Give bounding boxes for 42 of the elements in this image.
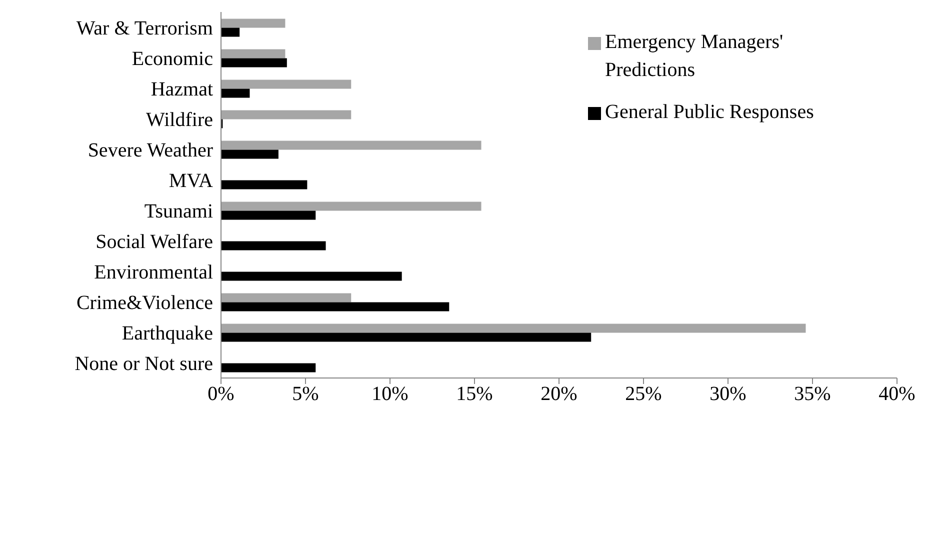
bar (221, 293, 352, 302)
legend-label: Emergency Managers' Predictions (605, 30, 784, 83)
bar (221, 49, 286, 58)
y-tick-label: Hazmat (150, 78, 214, 100)
y-tick-label: MVA (168, 170, 214, 192)
bar (221, 58, 287, 68)
y-tick-label: Crime&Violence (76, 292, 214, 314)
x-tick-label: 0% (208, 383, 234, 406)
bar (221, 210, 316, 220)
bar (221, 272, 402, 281)
x-tick-label: 10% (372, 383, 408, 406)
x-tick-label: 25% (625, 383, 662, 406)
bar (221, 202, 482, 211)
x-tick-label: 15% (456, 383, 493, 406)
bar (221, 88, 250, 98)
bar (221, 140, 482, 150)
y-tick-label: None or Not sure (74, 352, 214, 375)
y-tick-label: Social Welfare (96, 230, 214, 253)
bar (221, 241, 326, 250)
bar (221, 363, 316, 372)
x-tick-label: 30% (710, 383, 746, 406)
bar (221, 324, 806, 333)
bar (221, 28, 240, 37)
y-tick-label: Environmental (94, 261, 214, 284)
x-tick-label: 20% (540, 383, 578, 406)
bar (221, 180, 308, 190)
y-tick-label: Tsunami (144, 200, 214, 222)
x-tick-label: 5% (292, 383, 319, 406)
y-tick-label: Economic (132, 48, 214, 70)
bar (221, 332, 592, 342)
y-tick-label: Earthquake (122, 322, 214, 344)
y-tick-label: Severe Weather (88, 139, 214, 162)
legend-label: General Public Responses (605, 100, 814, 125)
y-tick-label: War & Terrorism (76, 17, 214, 40)
bar (221, 302, 450, 312)
bar (221, 18, 286, 28)
x-tick-label: 40% (878, 383, 916, 406)
y-tick-label: Wildfire (146, 108, 214, 131)
bar (221, 80, 352, 89)
bar (221, 110, 352, 120)
x-tick-label: 35% (794, 383, 831, 406)
bar (221, 150, 278, 159)
